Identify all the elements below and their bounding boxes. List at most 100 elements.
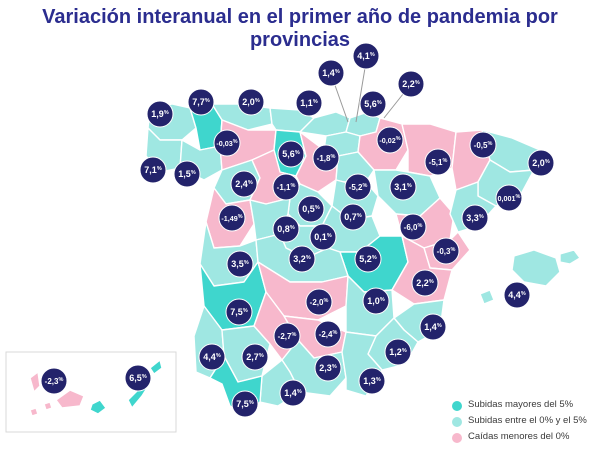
value-marker-circle xyxy=(397,70,425,98)
value-marker: 2,7% xyxy=(241,343,269,371)
value-marker-label: 4,4% xyxy=(508,290,526,300)
value-marker: 4,4% xyxy=(198,343,226,371)
value-marker-label: 1,5% xyxy=(178,169,196,179)
value-marker-label: 5,6% xyxy=(364,99,382,109)
value-marker-label: 1,4% xyxy=(424,322,442,332)
value-marker-circle xyxy=(376,126,404,154)
value-marker: -0,02% xyxy=(376,126,404,154)
value-marker: 3,3% xyxy=(461,204,489,232)
leader-line xyxy=(355,61,367,123)
value-marker: 2,2% xyxy=(411,269,439,297)
value-marker: 1,0% xyxy=(362,287,390,315)
value-marker-label: -1,8% xyxy=(317,154,336,163)
value-marker: 6,5% xyxy=(124,364,152,392)
value-marker-circle xyxy=(273,322,301,350)
value-marker-label: 1,1% xyxy=(300,98,318,108)
value-marker-label: 2,7% xyxy=(246,352,264,362)
value-marker: 7,5% xyxy=(231,390,259,418)
value-marker: -2,3% xyxy=(40,367,68,395)
value-marker-label: -2,3% xyxy=(45,377,64,386)
value-marker-circle xyxy=(241,343,269,371)
value-marker-label: 3,2% xyxy=(293,254,311,264)
value-marker-label: 1,0% xyxy=(367,296,385,306)
value-marker: 1,2% xyxy=(384,338,412,366)
value-marker-label: 7,1% xyxy=(144,165,162,175)
value-marker: 2,4% xyxy=(230,170,258,198)
value-marker: 2,0% xyxy=(237,88,265,116)
value-marker-circle xyxy=(419,313,447,341)
value-marker-circle xyxy=(139,156,167,184)
value-marker-circle xyxy=(339,203,367,231)
legend-item-low: Caídas menores del 0% xyxy=(452,430,597,446)
value-marker: 7,1% xyxy=(139,156,167,184)
value-marker-label: 7,7% xyxy=(192,97,210,107)
value-marker-circle xyxy=(503,281,531,309)
region-ibiza xyxy=(479,289,495,305)
value-marker-circle xyxy=(411,269,439,297)
value-marker-circle xyxy=(495,184,523,212)
value-marker-label: -2,7% xyxy=(278,332,297,341)
value-marker-circle xyxy=(389,173,417,201)
map-title: Variación interanual en el primer año de… xyxy=(42,6,558,51)
value-marker-label: -1,1% xyxy=(277,183,296,192)
value-marker: -2,0% xyxy=(305,288,333,316)
value-marker-circle xyxy=(344,173,372,201)
value-marker-circle xyxy=(272,215,300,243)
value-marker-label: -0,02% xyxy=(379,136,400,145)
value-marker-label: 2,2% xyxy=(416,278,434,288)
value-marker-label: 4,1% xyxy=(357,51,375,61)
value-marker-circle xyxy=(230,170,258,198)
value-marker-circle xyxy=(309,223,337,251)
value-marker: 2,3% xyxy=(314,354,342,382)
value-marker: -1,49% xyxy=(218,204,246,232)
value-marker: 1,4% xyxy=(419,313,447,341)
value-marker: -2,7% xyxy=(273,322,301,350)
value-marker-label: 3,1% xyxy=(394,182,412,192)
value-marker-label: -5,1% xyxy=(429,158,448,167)
value-marker-circle xyxy=(231,390,259,418)
value-marker: 3,2% xyxy=(288,245,316,273)
value-marker-circle xyxy=(40,367,68,395)
legend-item-high: Subidas mayores del 5% xyxy=(452,398,597,414)
value-marker-label: 0,5% xyxy=(302,204,320,214)
value-marker: -5,1% xyxy=(424,148,452,176)
value-marker-circle xyxy=(424,148,452,176)
value-marker-label: 1,4% xyxy=(322,68,340,78)
value-marker: -1,8% xyxy=(312,144,340,172)
value-marker-label: 2,2% xyxy=(402,79,420,89)
region-gran-canaria xyxy=(89,399,107,415)
value-marker: -0,03% xyxy=(213,129,241,157)
value-marker-circle xyxy=(354,245,382,273)
value-marker: 1,9% xyxy=(146,100,174,128)
value-marker-circle xyxy=(272,173,300,201)
value-marker: 7,5% xyxy=(225,298,253,326)
value-marker-circle xyxy=(432,237,460,265)
legend-item-mid: Subidas entre el 0% y el 5% xyxy=(452,414,597,430)
value-marker-label: 0,8% xyxy=(277,224,295,234)
value-marker: -5,2% xyxy=(344,173,372,201)
legend-label: Subidas entre el 0% y el 5% xyxy=(468,415,587,426)
region-tenerife xyxy=(55,389,85,409)
value-marker-circle xyxy=(218,204,246,232)
value-marker: 1,4% xyxy=(279,379,307,407)
value-marker-circle xyxy=(312,144,340,172)
legend-label: Caídas menores del 0% xyxy=(468,431,570,442)
value-marker-circle xyxy=(399,213,427,241)
value-marker-circle xyxy=(295,89,323,117)
value-marker-label: -5,2% xyxy=(349,183,368,192)
value-marker-label: 2,0% xyxy=(242,97,260,107)
value-marker-circle xyxy=(173,160,201,188)
value-marker: 0,7% xyxy=(339,203,367,231)
region-gomera xyxy=(43,401,53,411)
value-marker: 1,5% xyxy=(173,160,201,188)
legend-swatch xyxy=(452,401,462,411)
value-marker: 3,1% xyxy=(389,173,417,201)
region-lanzarote xyxy=(149,359,163,375)
value-marker-circle xyxy=(279,379,307,407)
value-marker-label: -6,0% xyxy=(404,223,423,232)
value-marker-circle xyxy=(124,364,152,392)
value-marker-label: 6,5% xyxy=(129,373,147,383)
value-marker-label: 5,6% xyxy=(282,149,300,159)
value-marker-label: 5,2% xyxy=(359,254,377,264)
legend-label: Subidas mayores del 5% xyxy=(468,399,574,410)
